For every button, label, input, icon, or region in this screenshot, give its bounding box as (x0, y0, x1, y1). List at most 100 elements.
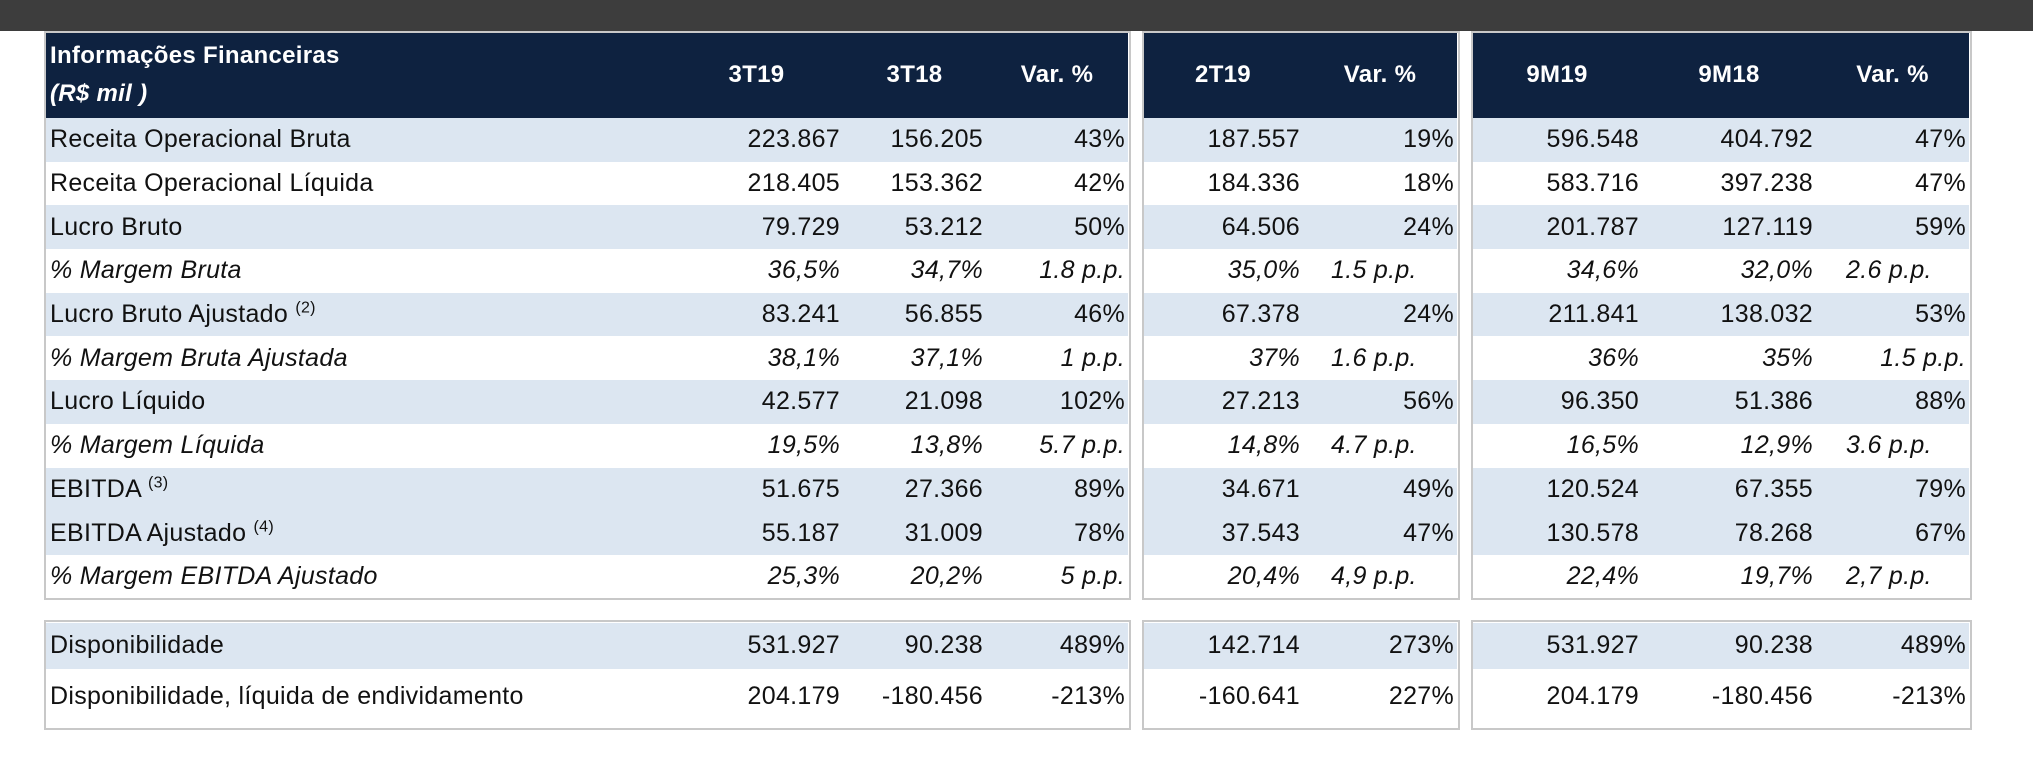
table-row: 583.716 397.238 47% (1472, 162, 1969, 206)
col-header-var-3t: Var. % (986, 31, 1128, 118)
table-row: 34,6% 32,0% 2.6 p.p. (1472, 249, 1969, 293)
cell-value: 67% (1816, 511, 1969, 555)
cell-value: 2.6 p.p. (1846, 256, 1932, 285)
cell-value: 50% (986, 205, 1128, 250)
cell-value: 47% (1303, 511, 1457, 555)
table-row: 211.841 138.032 53% (1472, 292, 1969, 337)
cell-value: 20,4% (1227, 562, 1300, 591)
table-block-2t: 2T19 Var. % 187.557 19% 184.336 18% 64.506… (1143, 31, 1457, 710)
cell-value: 55.187 (670, 511, 843, 555)
cell-value: 531.927 (670, 622, 843, 669)
cell-value: 43% (986, 118, 1128, 162)
cell-value: 22,4% (1566, 562, 1639, 591)
cell-value: 35% (1762, 343, 1813, 372)
cell-value: 583.716 (1546, 169, 1639, 198)
row-label: Disponibilidade (45, 622, 670, 669)
cell-value: 53% (1816, 292, 1969, 337)
table-row: 67.378 24% (1143, 292, 1457, 337)
cell-value: -160.641 (1198, 681, 1300, 710)
footnote-mark: (2) (295, 299, 316, 317)
table-row: EBITDA (3) 51.675 27.366 89% (45, 467, 1128, 512)
cell-value: 27.366 (843, 467, 986, 512)
cell-value: 596.548 (1472, 118, 1642, 162)
cell-value: 4,9 p.p. (1331, 562, 1417, 591)
cell-value: 19,5% (767, 431, 840, 460)
cell-value: 31.009 (843, 511, 986, 555)
cell-value: 184.336 (1207, 169, 1300, 198)
cell-value: 19% (1303, 118, 1457, 162)
row-label: % Margem EBITDA Ajustado (50, 562, 378, 591)
cell-value: 1 p.p. (1060, 343, 1125, 372)
cell-value: 78% (986, 511, 1128, 555)
cell-value: 88% (1816, 380, 1969, 424)
table-row: 36% 35% 1.5 p.p. (1472, 336, 1969, 380)
cell-value: 20,2% (910, 562, 983, 591)
cell-value: -213% (1051, 681, 1125, 710)
table-row: 37.543 47% (1143, 511, 1457, 555)
cell-value: 211.841 (1472, 292, 1642, 337)
financial-table-9m: 9M19 9M18 Var. % 596.548 404.792 47% 583.7… (1472, 31, 1969, 724)
cell-value: 32,0% (1740, 256, 1813, 285)
cell-value: 67.378 (1143, 292, 1303, 337)
cell-value: 89% (986, 467, 1128, 512)
cell-value: 138.032 (1642, 292, 1816, 337)
table-row: 27.213 56% (1143, 380, 1457, 424)
cell-value: 37.543 (1143, 511, 1303, 555)
cell-value: 1.5 p.p. (1880, 343, 1966, 372)
cell-value: 47% (1915, 169, 1966, 198)
cell-value: 37,1% (910, 343, 983, 372)
cell-value: 21.098 (843, 380, 986, 424)
cell-value: 53.212 (843, 205, 986, 250)
cell-value: 397.238 (1720, 169, 1813, 198)
row-label: % Margem Bruta (50, 256, 242, 285)
table-row: % Margem Líquida 19,5% 13,8% 5.7 p.p. (45, 424, 1128, 468)
cell-value: 34.671 (1143, 467, 1303, 512)
cell-value: 120.524 (1472, 467, 1642, 512)
cell-value: 12,9% (1740, 431, 1813, 460)
table-row: 96.350 51.386 88% (1472, 380, 1969, 424)
cell-value: 59% (1816, 205, 1969, 250)
cell-value: 64.506 (1143, 205, 1303, 250)
table-row: % Margem EBITDA Ajustado 25,3% 20,2% 5 p… (45, 555, 1128, 599)
header-row: Informações Financeiras (R$ mil ) 3T19 3… (45, 31, 1128, 118)
cell-value: -180.456 (881, 681, 983, 710)
table-row: 37% 1.6 p.p. (1143, 336, 1457, 380)
cell-value: 156.205 (843, 118, 986, 162)
cell-value: 2,7 p.p. (1846, 562, 1932, 591)
cell-value: 27.213 (1143, 380, 1303, 424)
cell-value: 24% (1303, 205, 1457, 250)
cell-value: 16,5% (1566, 431, 1639, 460)
cell-value: 79% (1816, 467, 1969, 512)
cell-value: 142.714 (1143, 622, 1303, 669)
cell-value: 227% (1388, 681, 1454, 710)
cell-value: 35,0% (1227, 256, 1300, 285)
cell-value: 38,1% (767, 343, 840, 372)
row-label: % Margem Líquida (50, 431, 265, 460)
cell-value: 34,6% (1566, 256, 1639, 285)
cell-value: 201.787 (1472, 205, 1642, 250)
cell-value: 51.675 (670, 467, 843, 512)
table-row: Lucro Bruto Ajustado (2) 83.241 56.855 4… (45, 292, 1128, 337)
cell-value: 46% (986, 292, 1128, 337)
table-row: % Margem Bruta Ajustada 38,1% 37,1% 1 p.… (45, 336, 1128, 380)
cell-value: 42% (1074, 169, 1125, 198)
cell-value: 5.7 p.p. (1039, 431, 1125, 460)
row-label: Disponibilidade, líquida de endividament… (50, 681, 524, 710)
cell-value: 90.238 (1642, 622, 1816, 669)
row-label: EBITDA Ajustado (4) (45, 511, 670, 555)
cell-value: 90.238 (843, 622, 986, 669)
cell-value: 56.855 (843, 292, 986, 337)
financial-table-3t: Informações Financeiras (R$ mil ) 3T19 3… (45, 31, 1128, 724)
table-row: -160.641 227% (1143, 669, 1457, 724)
col-header-9m18: 9M18 (1642, 31, 1816, 118)
row-label: Receita Operacional Bruta (45, 118, 670, 162)
cell-value: 404.792 (1642, 118, 1816, 162)
table-row: Disponibilidade 531.927 90.238 489% (45, 622, 1128, 669)
table-row: 22,4% 19,7% 2,7 p.p. (1472, 555, 1969, 599)
table-row: 35,0% 1.5 p.p. (1143, 249, 1457, 293)
cell-value: 489% (986, 622, 1128, 669)
table-row: 120.524 67.355 79% (1472, 467, 1969, 512)
footnote-mark: (3) (147, 474, 169, 492)
cell-value: 102% (986, 380, 1128, 424)
title-line1: Informações Financeiras (50, 41, 340, 69)
